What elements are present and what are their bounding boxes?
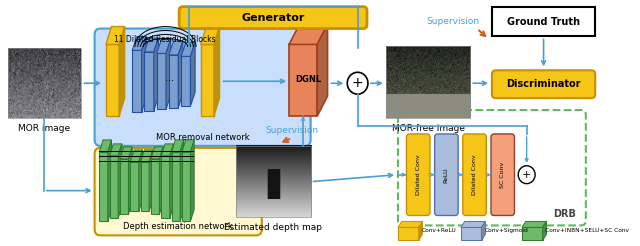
Polygon shape xyxy=(151,147,163,159)
Bar xyxy=(157,53,166,109)
Bar xyxy=(522,227,543,240)
Polygon shape xyxy=(181,43,195,56)
Polygon shape xyxy=(214,27,220,116)
Bar xyxy=(99,152,108,221)
Polygon shape xyxy=(398,221,422,227)
Bar xyxy=(120,159,129,215)
Polygon shape xyxy=(543,221,547,240)
Polygon shape xyxy=(178,41,183,108)
Text: +: + xyxy=(522,170,531,180)
Polygon shape xyxy=(201,27,220,45)
Bar xyxy=(131,162,139,212)
FancyBboxPatch shape xyxy=(406,134,430,215)
Text: Conv+INBN+SELU+SC Conv: Conv+INBN+SELU+SC Conv xyxy=(545,228,630,233)
Text: ReLU: ReLU xyxy=(444,167,449,183)
Polygon shape xyxy=(169,41,183,55)
Text: Conv+ReLU: Conv+ReLU xyxy=(422,228,456,233)
Text: Supervision: Supervision xyxy=(266,126,319,136)
Bar xyxy=(289,45,317,116)
Polygon shape xyxy=(99,140,111,152)
Polygon shape xyxy=(481,221,485,240)
Polygon shape xyxy=(191,140,194,221)
Bar xyxy=(132,50,141,112)
Text: Dilated Conv: Dilated Conv xyxy=(416,154,420,195)
Text: Depth estimation network: Depth estimation network xyxy=(124,222,233,231)
Bar xyxy=(106,45,119,116)
Polygon shape xyxy=(154,38,159,110)
Text: Supervision: Supervision xyxy=(427,17,480,26)
Text: 11 Dilated Residual Blocks: 11 Dilated Residual Blocks xyxy=(115,35,216,44)
Bar xyxy=(181,56,191,106)
Polygon shape xyxy=(159,147,163,215)
FancyBboxPatch shape xyxy=(492,70,595,98)
FancyBboxPatch shape xyxy=(435,134,458,215)
Bar xyxy=(236,146,310,217)
Polygon shape xyxy=(522,221,547,227)
Text: Ground Truth: Ground Truth xyxy=(507,16,580,27)
Polygon shape xyxy=(149,150,153,212)
Bar xyxy=(201,45,214,116)
Bar xyxy=(169,55,178,108)
Bar xyxy=(109,156,118,218)
Bar xyxy=(492,7,595,36)
Polygon shape xyxy=(289,25,328,45)
Text: Dilated Conv: Dilated Conv xyxy=(472,154,477,195)
Text: ...: ... xyxy=(165,73,174,83)
Text: MOR-free image: MOR-free image xyxy=(392,124,465,133)
Bar xyxy=(151,159,159,215)
Polygon shape xyxy=(118,144,122,218)
Polygon shape xyxy=(119,27,125,116)
FancyBboxPatch shape xyxy=(95,148,262,235)
Text: +: + xyxy=(352,76,364,90)
Bar xyxy=(8,48,81,118)
Polygon shape xyxy=(131,150,143,162)
Polygon shape xyxy=(166,39,171,109)
Text: Generator: Generator xyxy=(241,13,305,23)
Bar xyxy=(182,152,191,221)
Text: Discriminator: Discriminator xyxy=(506,79,581,89)
FancyBboxPatch shape xyxy=(398,110,586,225)
Polygon shape xyxy=(145,38,159,52)
Polygon shape xyxy=(120,147,132,159)
Bar xyxy=(386,46,470,118)
Polygon shape xyxy=(139,150,143,212)
Polygon shape xyxy=(132,36,147,50)
FancyBboxPatch shape xyxy=(95,29,310,146)
FancyBboxPatch shape xyxy=(179,7,367,29)
Text: DGNL: DGNL xyxy=(295,75,321,84)
Polygon shape xyxy=(161,144,173,156)
Polygon shape xyxy=(106,27,125,45)
Bar xyxy=(161,156,170,218)
Polygon shape xyxy=(109,144,122,156)
Polygon shape xyxy=(180,140,184,221)
Text: Conv+Sigmoid: Conv+Sigmoid xyxy=(484,228,528,233)
FancyBboxPatch shape xyxy=(491,134,515,215)
Polygon shape xyxy=(141,36,147,112)
Polygon shape xyxy=(170,144,173,218)
Polygon shape xyxy=(461,221,485,227)
Bar xyxy=(398,227,419,240)
Polygon shape xyxy=(182,140,194,152)
Polygon shape xyxy=(191,43,195,106)
Text: MOR image: MOR image xyxy=(18,124,70,133)
Bar xyxy=(145,52,154,110)
Text: DRB: DRB xyxy=(554,209,577,219)
Polygon shape xyxy=(108,140,111,221)
Bar xyxy=(172,152,180,221)
Polygon shape xyxy=(172,140,184,152)
Text: MOR removal network: MOR removal network xyxy=(156,133,250,142)
Polygon shape xyxy=(129,147,132,215)
Polygon shape xyxy=(317,25,328,116)
Polygon shape xyxy=(141,150,153,162)
FancyBboxPatch shape xyxy=(463,134,486,215)
Text: SC Conv: SC Conv xyxy=(500,162,505,188)
Bar xyxy=(461,227,481,240)
Text: Estimated depth map: Estimated depth map xyxy=(224,223,322,232)
Polygon shape xyxy=(157,39,171,53)
Bar xyxy=(141,162,149,212)
Polygon shape xyxy=(419,221,422,240)
